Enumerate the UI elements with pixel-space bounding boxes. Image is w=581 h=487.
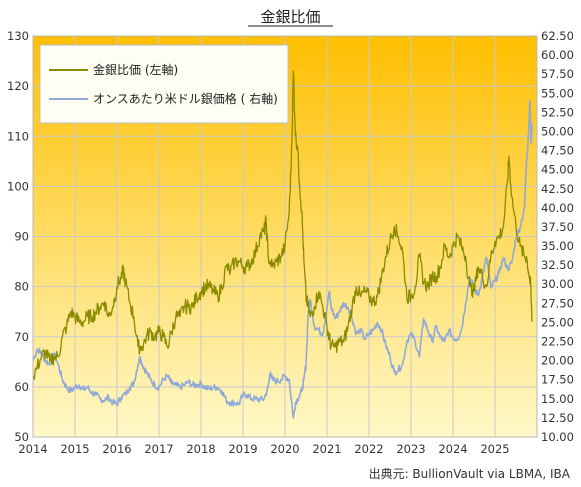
right-tick-label: 40.00	[541, 201, 574, 215]
left-tick-label: 110	[7, 129, 29, 143]
right-tick-label: 10.00	[541, 430, 574, 444]
right-tick-label: 17.50	[541, 373, 574, 387]
right-tick-label: 20.00	[541, 354, 574, 368]
right-tick-label: 42.50	[541, 182, 574, 196]
left-tick-label: 130	[7, 29, 29, 43]
legend-label-ratio: 金銀比価 (左軸)	[93, 62, 178, 77]
left-tick-label: 80	[14, 280, 29, 294]
right-tick-label: 50.00	[541, 124, 574, 138]
right-tick-label: 35.00	[541, 239, 574, 253]
right-tick-label: 15.00	[541, 392, 574, 406]
x-tick-label: 2017	[144, 442, 173, 456]
x-tick-label: 2018	[186, 442, 215, 456]
x-tick-label: 2016	[102, 442, 131, 456]
right-tick-label: 30.00	[541, 277, 574, 291]
plot-frame	[32, 35, 538, 438]
series-lines	[33, 70, 533, 419]
legend-box	[39, 44, 289, 124]
series-line-silver-price	[33, 100, 533, 419]
right-tick-label: 32.50	[541, 258, 574, 272]
x-tick-label: 2022	[354, 442, 383, 456]
right-tick-label: 27.50	[541, 296, 574, 310]
left-tick-label: 100	[7, 179, 29, 193]
x-tick-label: 2024	[438, 442, 467, 456]
right-tick-label: 45.00	[541, 163, 574, 177]
left-tick-label: 60	[14, 380, 29, 394]
right-tick-label: 57.50	[541, 67, 574, 81]
legend-label-silver: オンスあたり米ドル銀価格 ( 右軸)	[93, 91, 278, 106]
x-tick-label: 2020	[270, 442, 299, 456]
left-y-axis: 50 60 70 80 90 100 110 120 130	[7, 29, 29, 444]
left-tick-label: 90	[14, 230, 29, 244]
right-tick-label: 55.00	[541, 86, 574, 100]
right-y-axis: 10.00 12.50 15.00 17.50 20.00 22.50 25.00 27.50…	[541, 29, 574, 444]
right-tick-label: 47.50	[541, 144, 574, 158]
right-tick-label: 12.50	[541, 411, 574, 425]
right-tick-label: 25.00	[541, 315, 574, 329]
right-tick-label: 37.50	[541, 220, 574, 234]
x-tick-label: 2019	[228, 442, 257, 456]
x-tick-label: 2014	[18, 442, 47, 456]
right-tick-label: 22.50	[541, 335, 574, 349]
x-tick-label: 2015	[60, 442, 89, 456]
source-credit: 出典元: BullionVault via LBMA, IBA	[369, 467, 571, 481]
x-axis: 2014 2015 2016 2017 2018 2019 2020 2021 2022 2023…	[18, 442, 509, 456]
x-tick-label: 2021	[312, 442, 341, 456]
chart-title: 金銀比価	[260, 8, 320, 26]
right-tick-label: 52.50	[541, 105, 574, 119]
left-tick-label: 50	[14, 430, 29, 444]
right-tick-label: 62.50	[541, 29, 574, 43]
x-tick-label: 2025	[480, 442, 509, 456]
series-line-gold-silver-ratio	[33, 70, 533, 380]
left-tick-label: 120	[7, 79, 29, 93]
right-tick-label: 60.00	[541, 48, 574, 62]
x-tick-label: 2023	[396, 442, 425, 456]
legend: 金銀比価 (左軸) オンスあたり米ドル銀価格 ( 右軸)	[39, 44, 289, 124]
left-tick-label: 70	[14, 330, 29, 344]
